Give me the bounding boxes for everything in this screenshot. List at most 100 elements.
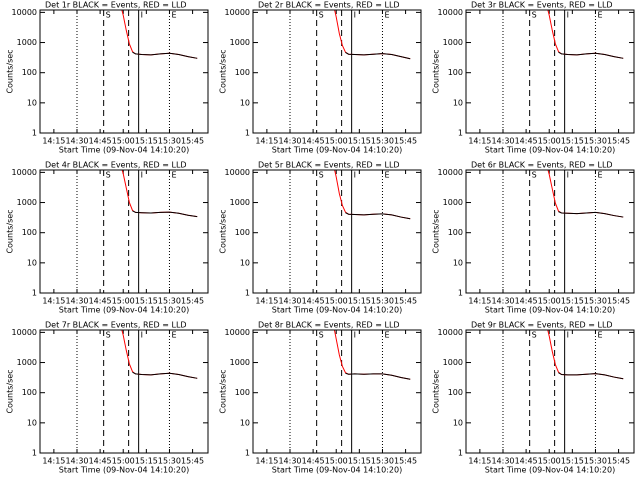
event-label: I (141, 11, 143, 20)
x-tick-label: 15:15 (135, 137, 158, 146)
x-tick-label: 15:00 (538, 137, 561, 146)
chart-panel: Det 6r BLACK = Events, RED = LLD Counts/s… (432, 161, 635, 315)
y-tick-label: 1000 (443, 38, 463, 47)
x-axis-label: Start Time (09-Nov-04 14:10:20) (485, 146, 615, 155)
x-tick-label: 14:30 (65, 137, 88, 146)
data-line (334, 170, 411, 220)
y-tick-label: 10000 (12, 168, 37, 177)
plot-frame (252, 9, 422, 134)
x-tick-label: 14:30 (491, 297, 514, 306)
y-tick-label: 10 (453, 258, 463, 267)
x-tick-label: 15:15 (348, 297, 371, 306)
x-tick-label: 14:15 (468, 457, 491, 466)
y-tick-label: 100 (235, 228, 250, 237)
chart-panel: Det 5r BLACK = Events, RED = LLD Counts/s… (219, 161, 422, 315)
event-label: E (171, 11, 176, 20)
y-tick-label: 1 (32, 289, 37, 298)
x-tick-label: 15:00 (325, 457, 348, 466)
event-label: E (384, 171, 389, 180)
y-tick-label: 10000 (12, 328, 37, 337)
chart-title: Det 3r BLACK = Events, RED = LLD (471, 1, 613, 10)
x-tick-label: 14:30 (65, 457, 88, 466)
event-label: S (532, 331, 537, 340)
x-tick-label: 14:15 (468, 297, 491, 306)
y-axis-label: Counts/sec (432, 369, 441, 413)
data-line (132, 51, 198, 59)
data-line (558, 372, 624, 380)
y-tick-label: 10000 (438, 328, 463, 337)
x-tick-label: 15:30 (584, 297, 607, 306)
data-line (121, 170, 198, 218)
event-label: I (567, 171, 569, 180)
y-tick-label: 10000 (225, 328, 250, 337)
x-tick-label: 14:45 (515, 137, 538, 146)
data-line (558, 211, 624, 218)
event-label: I (141, 331, 143, 340)
plot-frame (465, 169, 635, 294)
x-tick-label: 15:45 (394, 137, 417, 146)
chart-panel: Det 2r BLACK = Events, RED = LLD Counts/s… (219, 1, 422, 155)
x-tick-label: 14:15 (468, 137, 491, 146)
x-tick-label: 14:45 (302, 137, 325, 146)
y-tick-label: 10 (27, 98, 37, 107)
x-tick-label: 15:00 (112, 137, 135, 146)
y-tick-label: 10 (453, 418, 463, 427)
plot-frame (465, 9, 635, 134)
x-tick-label: 15:45 (181, 137, 204, 146)
y-tick-label: 100 (22, 228, 37, 237)
x-tick-label: 14:45 (89, 457, 112, 466)
data-line (547, 330, 624, 380)
event-label: S (532, 11, 537, 20)
y-tick-label: 10000 (225, 8, 250, 17)
x-tick-label: 15:00 (325, 137, 348, 146)
event-label: E (597, 331, 602, 340)
data-line (345, 372, 411, 380)
y-axis-label: Counts/sec (6, 209, 15, 253)
x-tick-label: 15:15 (561, 457, 584, 466)
event-label: E (171, 171, 176, 180)
event-label: S (106, 171, 111, 180)
data-line (333, 330, 411, 380)
y-tick-label: 100 (448, 68, 463, 77)
event-label: S (319, 11, 324, 20)
x-tick-label: 15:00 (538, 297, 561, 306)
chart-panel: Det 8r BLACK = Events, RED = LLD Counts/s… (219, 321, 422, 475)
y-tick-label: 10 (27, 418, 37, 427)
data-line (558, 51, 624, 59)
x-axis-label: Start Time (09-Nov-04 14:10:20) (59, 466, 189, 475)
x-tick-label: 14:15 (255, 137, 278, 146)
event-label: S (106, 331, 111, 340)
x-tick-label: 15:45 (394, 297, 417, 306)
event-label: E (384, 331, 389, 340)
y-tick-label: 10000 (225, 168, 250, 177)
y-axis-label: Counts/sec (6, 49, 15, 93)
x-axis-label: Start Time (09-Nov-04 14:10:20) (59, 306, 189, 315)
x-tick-label: 15:45 (607, 297, 630, 306)
x-tick-label: 15:30 (371, 297, 394, 306)
x-tick-label: 15:15 (561, 297, 584, 306)
y-tick-label: 1 (245, 449, 250, 458)
x-tick-label: 14:45 (302, 457, 325, 466)
data-line (121, 330, 198, 379)
x-tick-label: 15:15 (348, 137, 371, 146)
chart-title: Det 6r BLACK = Events, RED = LLD (471, 161, 613, 170)
x-tick-label: 15:15 (135, 457, 158, 466)
event-label: E (384, 11, 389, 20)
plot-frame (252, 329, 422, 454)
plot-frame (465, 329, 635, 454)
x-tick-label: 15:00 (325, 297, 348, 306)
y-tick-label: 100 (22, 68, 37, 77)
x-tick-label: 14:45 (515, 297, 538, 306)
event-label: I (354, 331, 356, 340)
event-label: I (354, 11, 356, 20)
chart-title: Det 2r BLACK = Events, RED = LLD (258, 1, 400, 10)
chart-panel: Det 3r BLACK = Events, RED = LLD Counts/s… (432, 1, 635, 155)
event-label: I (567, 331, 569, 340)
x-tick-label: 14:30 (278, 297, 301, 306)
y-tick-label: 1000 (230, 198, 250, 207)
y-tick-label: 10 (240, 258, 250, 267)
chart-title: Det 5r BLACK = Events, RED = LLD (258, 161, 400, 170)
y-axis-label: Counts/sec (219, 49, 228, 93)
